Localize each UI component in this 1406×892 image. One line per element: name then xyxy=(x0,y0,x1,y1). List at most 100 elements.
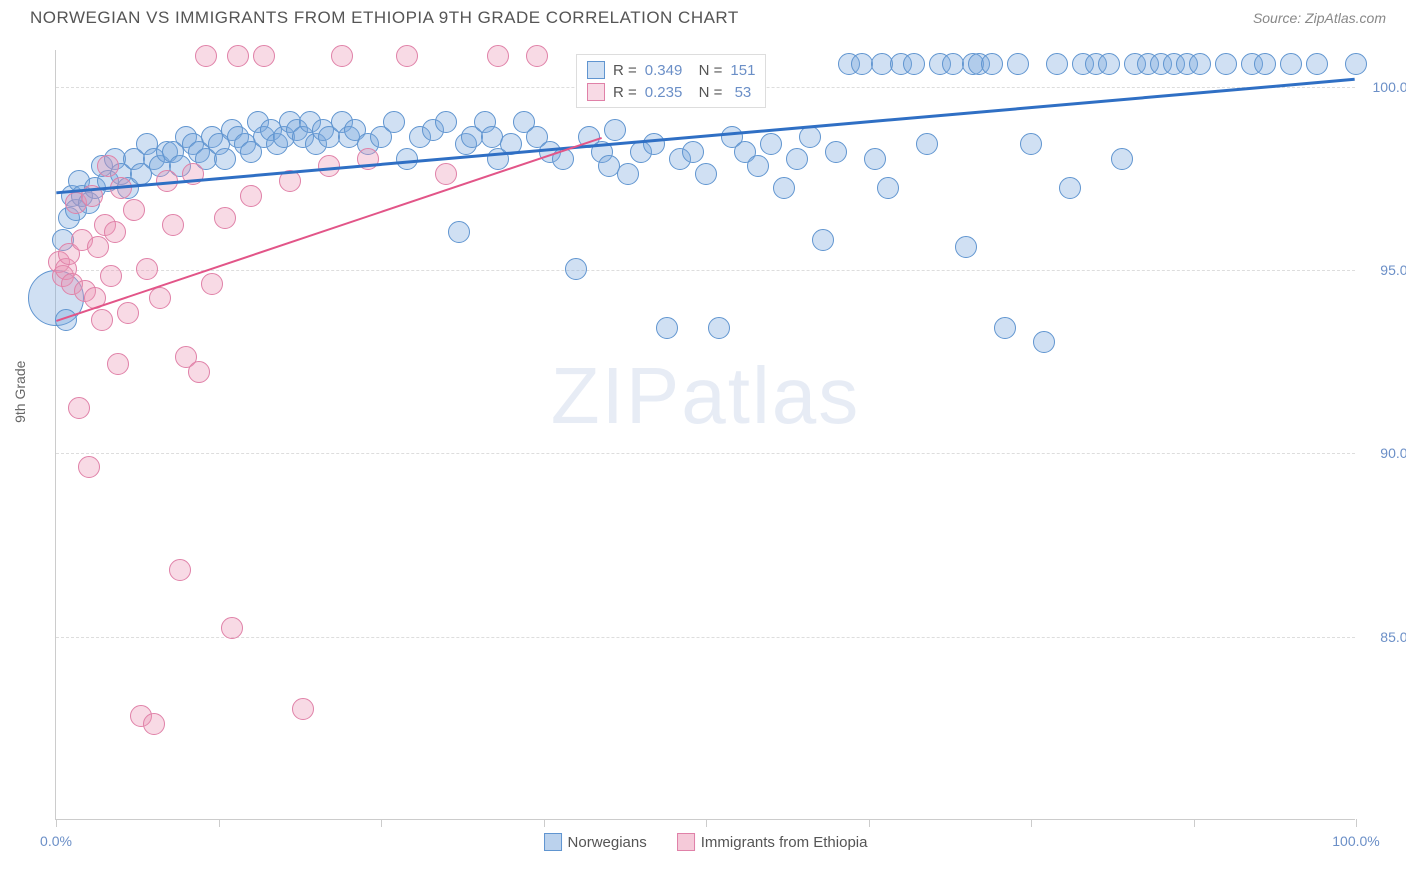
data-point xyxy=(864,148,886,170)
data-point xyxy=(1306,53,1328,75)
x-tick xyxy=(1356,819,1357,827)
data-point xyxy=(383,111,405,133)
x-tick xyxy=(219,819,220,827)
data-point xyxy=(169,559,191,581)
data-point xyxy=(107,353,129,375)
data-point xyxy=(240,185,262,207)
data-point xyxy=(981,53,1003,75)
stats-row-ethiopia: R =0.235 N = 53 xyxy=(587,81,755,103)
data-point xyxy=(617,163,639,185)
chart-header: NORWEGIAN VS IMMIGRANTS FROM ETHIOPIA 9T… xyxy=(0,0,1406,36)
data-point xyxy=(565,258,587,280)
data-point xyxy=(500,133,522,155)
data-point xyxy=(104,221,126,243)
data-point xyxy=(1046,53,1068,75)
data-point xyxy=(1111,148,1133,170)
data-point xyxy=(78,456,100,478)
chart-title: NORWEGIAN VS IMMIGRANTS FROM ETHIOPIA 9T… xyxy=(30,8,739,28)
data-point xyxy=(487,45,509,67)
data-point xyxy=(396,148,418,170)
data-point xyxy=(1020,133,1042,155)
data-point xyxy=(292,698,314,720)
x-tick xyxy=(869,819,870,827)
data-point xyxy=(81,185,103,207)
watermark: ZIPatlas xyxy=(551,350,860,442)
data-point xyxy=(136,258,158,280)
data-point xyxy=(760,133,782,155)
data-point xyxy=(1033,331,1055,353)
x-tick-label: 100.0% xyxy=(1332,833,1379,849)
data-point xyxy=(825,141,847,163)
data-point xyxy=(55,309,77,331)
data-point xyxy=(448,221,470,243)
data-point xyxy=(682,141,704,163)
swatch-ethiopia-bottom xyxy=(677,833,695,851)
data-point xyxy=(435,111,457,133)
data-point xyxy=(773,177,795,199)
data-point xyxy=(188,361,210,383)
data-point xyxy=(552,148,574,170)
data-point xyxy=(156,170,178,192)
data-point xyxy=(91,309,113,331)
data-point xyxy=(1254,53,1276,75)
data-point xyxy=(84,287,106,309)
data-point xyxy=(318,155,340,177)
data-point xyxy=(357,148,379,170)
data-point xyxy=(526,45,548,67)
x-tick xyxy=(56,819,57,827)
x-tick-label: 0.0% xyxy=(40,833,72,849)
data-point xyxy=(162,214,184,236)
data-point xyxy=(100,265,122,287)
bottom-legend: Norwegians Immigrants from Ethiopia xyxy=(544,833,868,851)
data-point xyxy=(143,713,165,735)
data-point xyxy=(253,45,275,67)
x-tick xyxy=(381,819,382,827)
scatter-chart: ZIPatlas R =0.349 N =151 R =0.235 N = 53… xyxy=(55,50,1355,820)
data-point xyxy=(435,163,457,185)
data-point xyxy=(149,287,171,309)
data-point xyxy=(877,177,899,199)
y-tick-label: 85.0% xyxy=(1380,629,1406,645)
data-point xyxy=(1345,53,1367,75)
data-point xyxy=(201,273,223,295)
data-point xyxy=(955,236,977,258)
data-point xyxy=(903,53,925,75)
chart-source: Source: ZipAtlas.com xyxy=(1253,10,1386,26)
swatch-norwegians-bottom xyxy=(544,833,562,851)
data-point xyxy=(643,133,665,155)
x-tick xyxy=(706,819,707,827)
data-point xyxy=(214,207,236,229)
y-axis-title: 9th Grade xyxy=(12,361,28,423)
data-point xyxy=(916,133,938,155)
data-point xyxy=(1098,53,1120,75)
data-point xyxy=(1007,53,1029,75)
data-point xyxy=(117,302,139,324)
legend-item-norwegians: Norwegians xyxy=(544,833,647,851)
data-point xyxy=(331,45,353,67)
data-point xyxy=(656,317,678,339)
legend-item-ethiopia: Immigrants from Ethiopia xyxy=(677,833,868,851)
data-point xyxy=(214,148,236,170)
data-point xyxy=(195,45,217,67)
y-tick-label: 90.0% xyxy=(1380,445,1406,461)
data-point xyxy=(695,163,717,185)
data-point xyxy=(68,397,90,419)
data-point xyxy=(227,45,249,67)
data-point xyxy=(396,45,418,67)
data-point xyxy=(1189,53,1211,75)
swatch-norwegians xyxy=(587,61,605,79)
x-tick xyxy=(1194,819,1195,827)
data-point xyxy=(279,170,301,192)
grid-line xyxy=(56,453,1355,454)
swatch-ethiopia xyxy=(587,83,605,101)
data-point xyxy=(221,617,243,639)
data-point xyxy=(708,317,730,339)
data-point xyxy=(182,163,204,185)
data-point xyxy=(812,229,834,251)
x-tick xyxy=(544,819,545,827)
y-tick-label: 100.0% xyxy=(1373,79,1406,95)
data-point xyxy=(123,199,145,221)
grid-line xyxy=(56,637,1355,638)
y-tick-label: 95.0% xyxy=(1380,262,1406,278)
data-point xyxy=(110,177,132,199)
